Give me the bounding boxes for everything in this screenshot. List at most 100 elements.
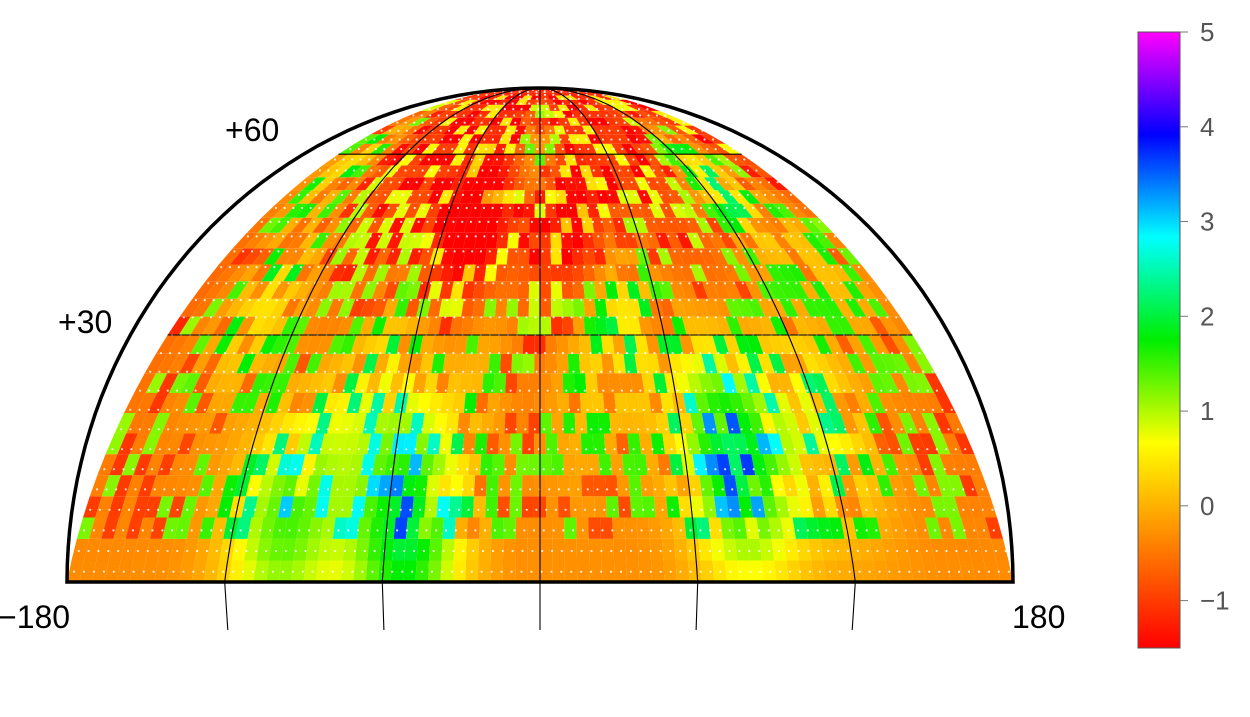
grid-dot (444, 316, 447, 319)
grid-dot (938, 428, 941, 431)
grid-dot (830, 282, 834, 285)
heatmap-cell (889, 316, 913, 335)
grid-dot (326, 488, 330, 491)
heatmap-cell (810, 454, 828, 476)
heatmap-cell (582, 248, 596, 265)
grid-dot (635, 220, 638, 223)
grid-dot (453, 108, 456, 111)
grid-dot (579, 235, 582, 238)
heatmap-cell (642, 496, 656, 518)
heatmap-cell (296, 248, 318, 265)
heatmap-cell (688, 165, 710, 178)
grid-dot (739, 508, 742, 511)
heatmap-cell (426, 475, 440, 497)
grid-dot (352, 389, 355, 392)
heatmap-cell (677, 143, 701, 155)
heatmap-cell (632, 413, 647, 434)
grid-dot (398, 138, 401, 141)
grid-dot (556, 448, 559, 451)
heatmap-cell (954, 496, 973, 518)
heatmap-cell (398, 217, 417, 233)
heatmap-cell (506, 281, 519, 299)
grid-dot (965, 549, 968, 553)
grid-dot (341, 508, 344, 511)
grid-dot (667, 389, 670, 392)
heatmap-cell (381, 517, 396, 539)
heatmap-cell (915, 454, 935, 476)
heatmap-cell (835, 560, 852, 582)
heatmap-cell (758, 190, 783, 204)
grid-dot (438, 121, 441, 124)
grid-dot (468, 266, 471, 269)
heatmap-cell (594, 177, 609, 191)
heatmap-cell (331, 232, 352, 249)
grid-dot (537, 448, 540, 451)
grid-dot (800, 468, 803, 471)
heatmap-cell (572, 281, 585, 299)
grid-dot (217, 468, 221, 471)
heatmap-cell (311, 393, 329, 413)
grid-dot (689, 352, 693, 355)
heatmap-cell (518, 165, 531, 178)
heatmap-cell (590, 335, 604, 354)
heatmap-cell (799, 373, 819, 393)
grid-dot (407, 389, 410, 392)
grid-dot (777, 549, 781, 553)
heatmap-cell (604, 281, 619, 299)
heatmap-cell (444, 454, 458, 476)
heatmap-cell (439, 264, 455, 282)
grid-dot (782, 408, 785, 411)
heatmap-cell (401, 125, 425, 135)
grid-dot (664, 114, 667, 117)
heatmap-cell (576, 517, 589, 539)
heatmap-cell (419, 335, 435, 354)
grid-dot (962, 508, 965, 511)
grid-dot (646, 370, 649, 373)
grid-dot (651, 316, 654, 319)
grid-dot (498, 129, 501, 132)
grid-dot (250, 250, 254, 253)
grid-dot (711, 488, 715, 491)
grid-dot (481, 389, 484, 392)
heatmap-cell (213, 335, 235, 354)
grid-dot (816, 508, 820, 511)
heatmap-cell (461, 298, 475, 317)
grid-dot (544, 181, 547, 184)
heatmap-cell (759, 413, 777, 434)
heatmap-cell (913, 353, 936, 374)
heatmap-cell (592, 143, 608, 155)
grid-dot (732, 299, 735, 302)
grid-dot (273, 235, 276, 238)
heatmap-cell (572, 264, 585, 282)
colorbar-tick-label: 1 (1200, 396, 1214, 426)
heatmap-cell (540, 413, 552, 434)
grid-dot (162, 570, 165, 573)
heatmap-cell (407, 154, 427, 166)
heatmap-cell (513, 177, 526, 191)
heatmap-cell (879, 353, 901, 374)
grid-dot (366, 193, 370, 196)
grid-dot (608, 282, 611, 285)
heatmap-cell (241, 248, 265, 265)
heatmap-cell (397, 177, 416, 191)
heatmap-cell (660, 393, 675, 413)
heatmap-cell (131, 496, 150, 518)
grid-dot (190, 529, 193, 532)
heatmap-cell (428, 117, 450, 126)
heatmap-cell (893, 538, 910, 561)
grid-dot (652, 138, 655, 141)
heatmap-cell (125, 475, 145, 497)
grid-dot (673, 181, 676, 184)
heatmap-cell (145, 373, 168, 393)
heatmap-cell (826, 248, 850, 265)
grid-dot (382, 220, 385, 223)
grid-dot (546, 389, 549, 392)
heatmap-cell (756, 517, 772, 539)
heatmap-cell (649, 538, 664, 561)
heatmap-cell (616, 190, 632, 204)
grid-dot (486, 508, 490, 511)
heatmap-cell (634, 177, 651, 191)
heatmap-cell (872, 433, 892, 455)
heatmap-cell (743, 264, 763, 282)
grid-dot (500, 138, 503, 141)
